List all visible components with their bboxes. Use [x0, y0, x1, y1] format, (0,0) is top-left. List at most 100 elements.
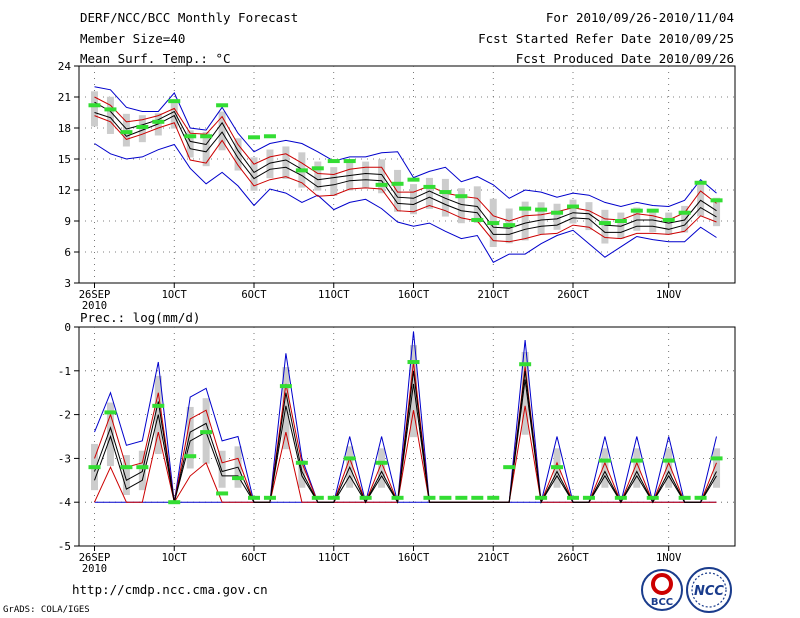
prec-observed-mark [694, 495, 707, 500]
temp-spread-bar [170, 99, 178, 129]
prec-xtick-label: 6OCT [241, 552, 267, 564]
temp-spread-bar [218, 111, 226, 151]
prec-observed-mark [295, 460, 308, 465]
header-left: DERF/NCC/BCC Monthly Forecast Member Siz… [80, 10, 298, 72]
prec-xtick-label: 16OCT [398, 552, 430, 564]
prec-observed-mark [152, 403, 165, 408]
temp-observed-mark [614, 219, 627, 223]
temp-observed-mark [535, 207, 548, 212]
temp-xtick-label: 16OCT [398, 289, 430, 301]
temp-spread-bar [394, 169, 402, 212]
temp-observed-mark [391, 181, 404, 186]
temp-spread-bar [314, 161, 322, 191]
prec-observed-mark [678, 495, 691, 500]
temp-ytick-label: 9 [64, 215, 71, 228]
prec-observed-mark [598, 458, 611, 463]
prec-ytick-label: -2 [58, 409, 71, 422]
prec-observed-mark [200, 430, 213, 435]
temp-ytick-label: 6 [64, 246, 71, 259]
temp-spread-bar [633, 207, 641, 231]
prec-spread-bar [218, 450, 226, 488]
prec-spread-bar [410, 345, 417, 438]
temp-observed-mark [471, 217, 484, 222]
temp-observed-mark [104, 107, 117, 112]
temp-observed-mark [439, 190, 452, 195]
prec-observed-mark [423, 495, 436, 500]
temp-observed-mark [598, 221, 611, 226]
prec-observed-mark [375, 460, 388, 465]
variable-label: Mean Surf. Temp.: °C [80, 51, 231, 66]
forecast-period: For 2010/09/26-2010/11/04 [545, 10, 734, 25]
prec-observed-mark [487, 495, 500, 500]
prec-observed-mark [567, 495, 579, 500]
temp-ytick-label: 3 [64, 277, 71, 290]
prec-observed-mark [120, 465, 133, 470]
temp-spread-bar [250, 157, 258, 191]
temp-spread-bar [282, 146, 290, 179]
temp-observed-mark [152, 119, 165, 124]
ncc-logo-text: NCC [694, 584, 724, 599]
temp-observed-mark [423, 184, 436, 189]
prec-spread-bar [106, 402, 114, 467]
temp-observed-mark [343, 159, 356, 164]
prec-ytick-label: 0 [64, 321, 71, 334]
temp-observed-mark [662, 217, 675, 222]
temp-observed-mark [327, 159, 340, 164]
temp-spread-bar [425, 177, 433, 209]
prec-spread-bar [601, 448, 609, 488]
temp-spread-bar [569, 199, 577, 224]
temp-ytick-label: 12 [58, 184, 71, 197]
temp-observed-mark [200, 134, 213, 139]
prec-spread-bar [186, 406, 194, 469]
temp-spread-bar [649, 210, 657, 233]
prec-spread-bar [122, 455, 130, 495]
temp-spread-bar [473, 186, 481, 223]
prec-observed-mark [503, 465, 516, 470]
temp-observed-mark [263, 134, 276, 139]
temp-xtick-label: 6OCT [241, 289, 267, 301]
temp-observed-mark [694, 180, 707, 185]
temp-observed-mark [455, 194, 468, 199]
prec-series-upper [94, 361, 717, 504]
temp-observed-mark [567, 204, 579, 209]
prec-observed-mark [662, 458, 675, 463]
temp-spread-bar [266, 149, 274, 179]
temp-spread-bar [457, 188, 465, 224]
temp-spread-bar [106, 96, 114, 134]
prec-observed-mark [471, 495, 484, 500]
prec-observed-mark [551, 465, 564, 470]
prec-series-lower [94, 379, 717, 504]
prec-observed-mark [630, 458, 643, 463]
fcst-started-date: Fcst Started Refer Date 2010/09/25 [478, 30, 734, 46]
prec-observed-mark [391, 495, 404, 500]
temp-panel: 3 6 9 12 15 18 21 24 26SEP 1OCT 6OCT 11OCT 16OCT 21OC… [58, 60, 736, 312]
prec-observed-mark [710, 456, 723, 461]
temp-spread-bar [537, 202, 545, 235]
temp-observed-mark [646, 208, 659, 213]
temp-xtick-label: 1OCT [162, 289, 188, 301]
prec-observed-mark [646, 495, 659, 500]
prec-observed-mark [216, 491, 229, 496]
temp-spread-bar [202, 131, 210, 167]
prec-xyear-label: 2010 [82, 563, 107, 575]
temp-ytick-label: 18 [58, 122, 71, 135]
prec-series-lowerRed [94, 405, 717, 504]
bcc-logo: BCC [641, 569, 683, 611]
footer-url[interactable]: http://cmdp.ncc.cma.gov.cn [72, 582, 268, 597]
temp-spread-bar [330, 167, 338, 196]
grads-credit: GrADS: COLA/IGES [3, 605, 90, 615]
prec-observed-mark [407, 360, 420, 365]
prec-observed-mark [263, 495, 276, 500]
temp-xyear-label: 2010 [82, 300, 107, 312]
temp-observed-mark [88, 103, 101, 108]
fcst-produced-date: Fcst Produced Date 2010/09/26 [515, 51, 734, 66]
temp-spread-bar [585, 202, 593, 231]
temp-observed-mark [311, 166, 324, 171]
temp-spread-bar [441, 178, 449, 217]
temp-observed-mark [184, 134, 197, 139]
prec-ytick-label: -3 [58, 452, 71, 465]
temp-spread-bar [186, 130, 194, 158]
chart-title: DERF/NCC/BCC Monthly Forecast [80, 10, 299, 25]
temp-series-lowerRed [94, 115, 717, 243]
